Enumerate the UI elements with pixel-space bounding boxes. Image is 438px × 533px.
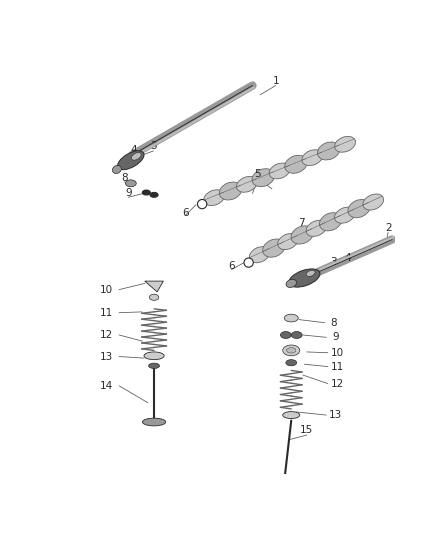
Ellipse shape bbox=[249, 247, 269, 263]
Ellipse shape bbox=[271, 475, 295, 484]
Ellipse shape bbox=[284, 314, 297, 322]
Text: 10: 10 bbox=[330, 348, 343, 358]
Text: 3: 3 bbox=[150, 141, 156, 151]
Ellipse shape bbox=[125, 180, 136, 187]
Ellipse shape bbox=[131, 152, 141, 160]
Ellipse shape bbox=[284, 155, 307, 173]
Ellipse shape bbox=[301, 150, 322, 166]
Text: 9: 9 bbox=[332, 332, 338, 342]
Ellipse shape bbox=[142, 418, 165, 426]
Ellipse shape bbox=[219, 182, 241, 200]
Ellipse shape bbox=[286, 348, 295, 353]
Ellipse shape bbox=[317, 142, 339, 160]
Ellipse shape bbox=[305, 220, 326, 237]
Ellipse shape bbox=[362, 194, 383, 210]
Ellipse shape bbox=[142, 190, 150, 195]
Ellipse shape bbox=[282, 411, 299, 418]
Ellipse shape bbox=[236, 176, 257, 192]
Ellipse shape bbox=[117, 151, 144, 169]
Text: 4: 4 bbox=[344, 253, 350, 263]
Ellipse shape bbox=[285, 279, 296, 287]
Text: 12: 12 bbox=[330, 378, 343, 389]
Text: 12: 12 bbox=[100, 330, 113, 340]
Ellipse shape bbox=[150, 192, 158, 197]
Ellipse shape bbox=[290, 332, 301, 338]
Text: 14: 14 bbox=[100, 381, 113, 391]
Ellipse shape bbox=[149, 294, 159, 301]
Circle shape bbox=[197, 199, 206, 209]
Ellipse shape bbox=[148, 363, 159, 368]
Circle shape bbox=[244, 258, 253, 267]
Text: 6: 6 bbox=[228, 261, 234, 271]
Ellipse shape bbox=[290, 226, 313, 244]
Ellipse shape bbox=[262, 239, 284, 257]
Text: 6: 6 bbox=[181, 207, 188, 217]
Ellipse shape bbox=[282, 345, 299, 356]
Ellipse shape bbox=[112, 165, 121, 174]
Text: 1: 1 bbox=[272, 76, 279, 86]
Ellipse shape bbox=[334, 207, 354, 223]
Text: 2: 2 bbox=[384, 223, 391, 233]
Ellipse shape bbox=[144, 352, 164, 360]
Ellipse shape bbox=[277, 233, 298, 249]
Text: 8: 8 bbox=[330, 318, 336, 328]
Ellipse shape bbox=[285, 360, 296, 366]
Ellipse shape bbox=[280, 332, 290, 338]
Ellipse shape bbox=[305, 270, 314, 277]
Ellipse shape bbox=[334, 136, 355, 152]
Text: 13: 13 bbox=[328, 410, 341, 420]
Text: 5: 5 bbox=[254, 169, 261, 179]
Text: 7: 7 bbox=[297, 219, 304, 228]
Text: 9: 9 bbox=[125, 188, 131, 198]
Ellipse shape bbox=[347, 199, 369, 217]
Text: 4: 4 bbox=[131, 145, 137, 155]
Ellipse shape bbox=[319, 213, 341, 231]
Ellipse shape bbox=[251, 168, 274, 187]
Text: 8: 8 bbox=[121, 173, 127, 183]
Text: 13: 13 bbox=[100, 352, 113, 361]
Ellipse shape bbox=[268, 163, 290, 179]
Ellipse shape bbox=[203, 190, 224, 206]
Text: 3: 3 bbox=[330, 257, 336, 267]
Text: 10: 10 bbox=[100, 285, 113, 295]
Text: 11: 11 bbox=[100, 308, 113, 318]
Text: 15: 15 bbox=[300, 425, 313, 435]
Polygon shape bbox=[145, 281, 163, 292]
Text: 11: 11 bbox=[330, 361, 343, 372]
Ellipse shape bbox=[288, 269, 319, 287]
